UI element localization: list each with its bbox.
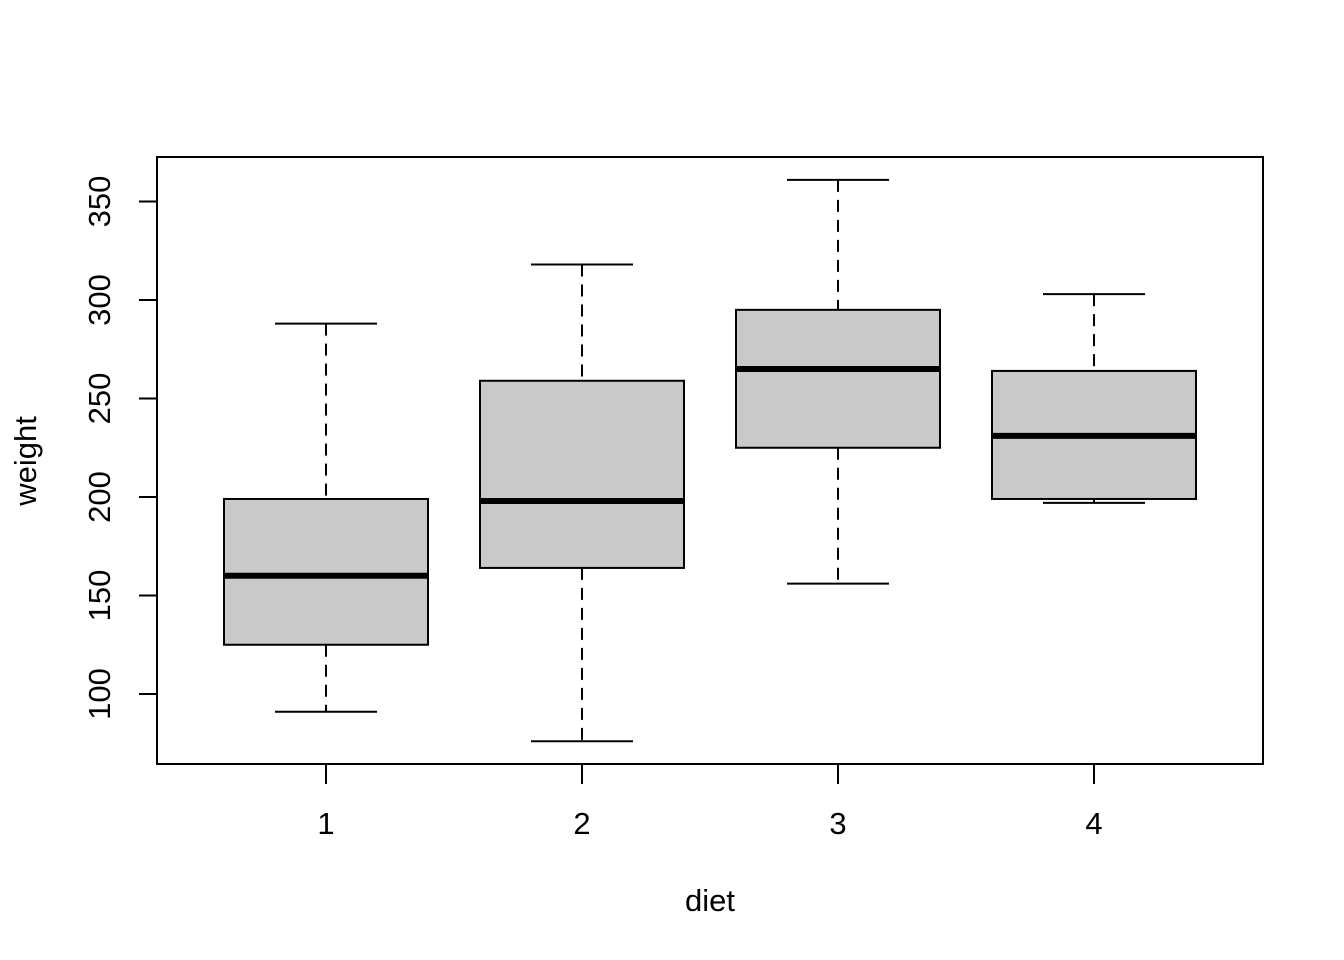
y-tick-label-350: 350 (82, 176, 117, 228)
x-tick-label-4: 4 (1085, 806, 1102, 841)
iqr-box-3 (735, 308, 941, 449)
y-tick-label-200: 200 (82, 471, 117, 523)
x-tick-label-2: 2 (573, 806, 590, 841)
boxes (223, 178, 1197, 743)
x-tick-label-1: 1 (317, 806, 334, 841)
y-tick-label-150: 150 (82, 570, 117, 622)
iqr-box-1 (223, 497, 429, 646)
y-tick-label-300: 300 (82, 274, 117, 326)
y-tick-label-100: 100 (82, 668, 117, 720)
x-axis-title: diet (685, 883, 735, 918)
box-group-2 (479, 263, 685, 743)
box-group-4 (991, 293, 1197, 504)
y-axis-title: weight (8, 416, 43, 507)
iqr-box-2 (479, 379, 685, 569)
box-group-3 (735, 178, 941, 585)
box-group-1 (223, 322, 429, 713)
y-axis: 100 150 200 250 300 350 (82, 176, 158, 720)
y-tick-label-250: 250 (82, 373, 117, 425)
x-axis: 1 2 3 4 (317, 763, 1103, 841)
x-tick-label-3: 3 (829, 806, 846, 841)
